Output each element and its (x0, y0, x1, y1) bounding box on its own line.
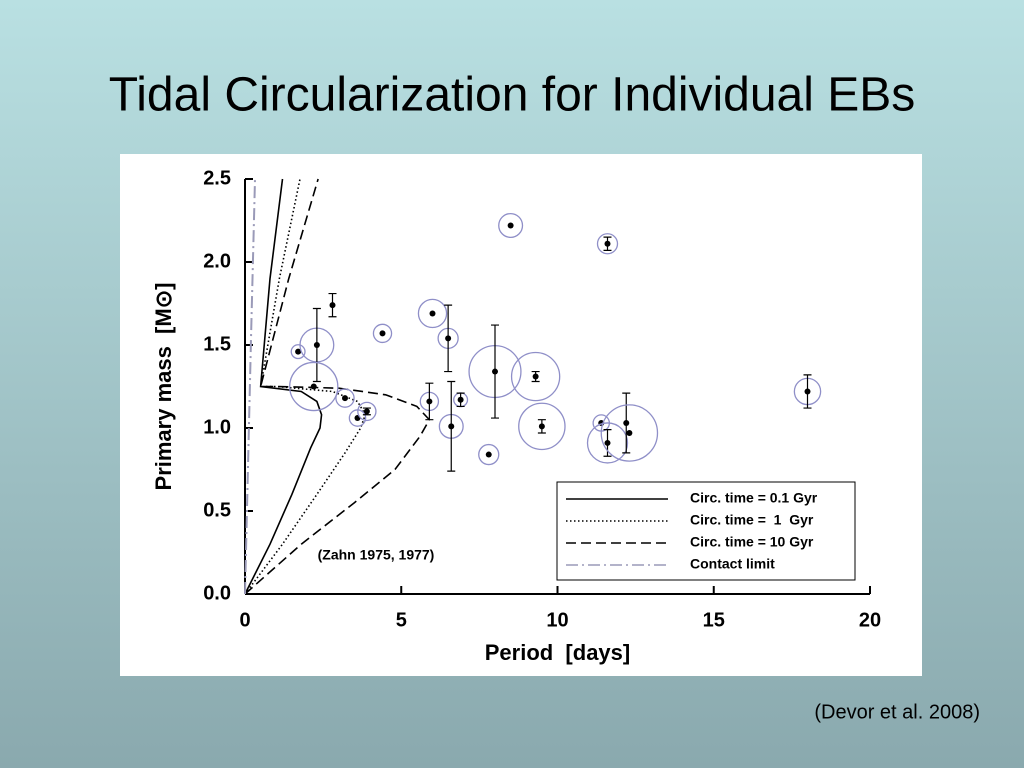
data-point (310, 383, 317, 390)
size-circle (586, 422, 629, 464)
y-tick-label: 1.0 (203, 416, 231, 438)
citation: (Devor et al. 2008) (814, 701, 980, 723)
y-tick-label: 1.5 (203, 333, 231, 355)
data-point (445, 335, 452, 342)
curve (244, 178, 367, 595)
size-circle (498, 212, 524, 239)
curve (244, 178, 323, 595)
data-point (804, 388, 811, 395)
curve (244, 178, 431, 595)
legend-label: Circ. time = 0.1 Gyr (690, 490, 818, 506)
size-circle (510, 351, 561, 402)
data-point (313, 342, 320, 348)
data-point (492, 368, 498, 375)
size-circle (596, 233, 619, 255)
data-point (604, 240, 611, 247)
data-point (507, 222, 514, 229)
x-tick-label: 15 (703, 609, 725, 631)
x-tick-label: 10 (546, 609, 568, 631)
legend-label: Contact limit (690, 556, 775, 572)
data-point (538, 423, 545, 430)
legend-label: Circ. time = 1 Gyr (690, 512, 814, 528)
size-circle (372, 323, 393, 344)
y-tick-label: 2.0 (203, 250, 231, 272)
data-point (429, 310, 436, 317)
curve (244, 178, 256, 595)
data-point (379, 330, 386, 337)
data-point (342, 395, 348, 402)
size-circle (478, 443, 500, 466)
x-tick-label: 5 (396, 609, 407, 631)
size-circle (417, 298, 448, 329)
size-circle (357, 401, 377, 422)
annotation: (Zahn 1975, 1977) (318, 547, 435, 563)
data-point (426, 398, 433, 405)
size-circle (335, 388, 355, 408)
size-circle (290, 344, 306, 360)
data-point (295, 348, 302, 355)
data-point (329, 302, 336, 309)
data-point (532, 373, 539, 380)
legend-label: Circ. time = 10 Gyr (690, 534, 814, 550)
legend: Circ. time = 0.1 Gyr Circ. time = 1 Gyr Ci… (556, 481, 856, 581)
y-tick-label: 0.0 (203, 582, 231, 604)
y-axis-label: Primary mass [M⊙] (151, 283, 176, 491)
size-circle (518, 402, 566, 451)
data-point (626, 429, 633, 436)
data-point (448, 423, 455, 430)
y-tick-label: 0.5 (203, 499, 231, 521)
x-axis-label: Period [days] (485, 640, 630, 665)
data-point (604, 439, 611, 446)
data-point (363, 408, 370, 415)
size-circle (600, 404, 659, 462)
x-tick-label: 0 (239, 609, 250, 631)
data-point (457, 396, 464, 403)
data-point (485, 451, 492, 458)
y-tick-label: 2.5 (203, 167, 231, 189)
slide-title: Tidal Circularization for Individual EBs (109, 69, 916, 122)
size-circle (289, 361, 339, 412)
chart: 0.0 0.5 1.0 1.5 2.0 2.5 0 5 10 15 20 Period [days] P… (151, 167, 881, 665)
data-point (623, 420, 630, 427)
x-tick-label: 20 (859, 609, 881, 631)
